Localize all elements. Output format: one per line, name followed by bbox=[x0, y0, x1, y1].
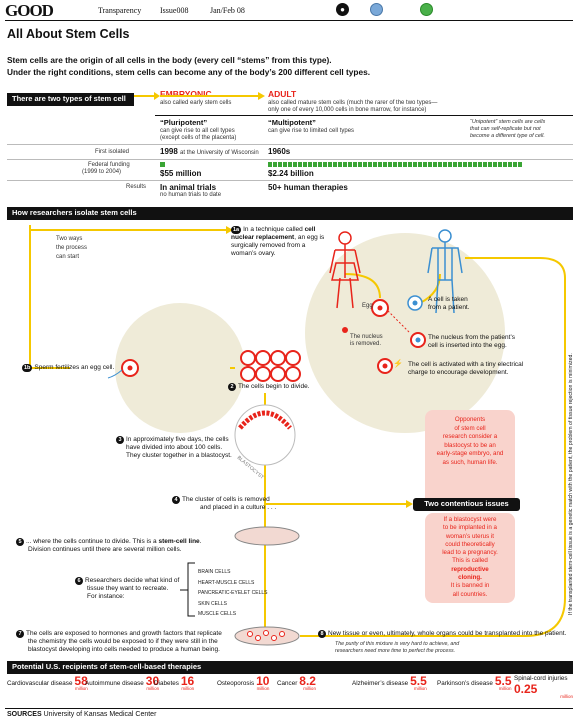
intro-line-1: Stem cells are the origin of all cells i… bbox=[7, 55, 332, 65]
step-7: 7 The cells are exposed to hormones and g… bbox=[16, 630, 222, 654]
funding-embryonic: $55 million bbox=[160, 169, 202, 178]
issue-label: Issue008 bbox=[160, 6, 189, 15]
recipient-name: Osteoporosis bbox=[217, 680, 255, 687]
nucleus-removed: The nucleus is removed. bbox=[350, 334, 383, 347]
two-ways: Two ways the process can start bbox=[56, 236, 88, 260]
recipient-unit: million bbox=[303, 685, 316, 691]
intro-line-2: Under the right conditions, stem cells c… bbox=[7, 67, 371, 77]
unipotent-d1: “Unipotent” stem cells are cells bbox=[470, 119, 546, 125]
date-label: Jan/Feb 08 bbox=[210, 6, 245, 15]
contentious-label: Two contentious issues bbox=[413, 498, 520, 511]
recipient-item: Cancer 8.2 million bbox=[277, 674, 316, 691]
recipient-value: 8.2 bbox=[299, 674, 316, 688]
step-4: 4 The cluster of cells is removed and pla… bbox=[172, 496, 276, 512]
tissue-list: BRAIN CELLS HEART-MUSCLE CELLS PANCREATIC-… bbox=[198, 569, 268, 618]
cell-taken: A cell is taken from a patient. bbox=[428, 296, 470, 311]
recipient-unit: million bbox=[414, 685, 427, 691]
recipient-name: Autoimmune disease bbox=[85, 680, 144, 687]
results-embryonic-note: no human trials to date bbox=[160, 192, 222, 198]
process-diagram: ⚡ BLASTOCYST bbox=[29, 225, 566, 646]
recipient-name: Cardiovascular disease bbox=[7, 680, 73, 687]
first-isolated-embryonic: 1998 at the University of Wisconsin bbox=[160, 147, 259, 156]
row-first-isolated-label: First isolated bbox=[95, 149, 130, 155]
section-label: Transparency bbox=[98, 6, 142, 15]
recipient-value: 10 bbox=[256, 674, 270, 688]
recipients-list: Cardiovascular disease 58 million Autoimmu… bbox=[7, 674, 573, 699]
types-bar: There are two types of stem cell bbox=[7, 93, 134, 106]
recipient-unit: million bbox=[75, 685, 88, 691]
unipotent-d2: that can self-replicate but not bbox=[470, 126, 541, 132]
step-1a: 1a In a technique called cell nuclear rep… bbox=[231, 226, 325, 257]
recipient-item: Cardiovascular disease 58 million bbox=[7, 674, 88, 691]
pluripotent-d2: (except cells of the placenta) bbox=[160, 135, 237, 141]
recipient-name: Diabetes bbox=[154, 680, 179, 687]
embryonic-label: EMBRYONIC bbox=[160, 89, 212, 99]
logo: GOOD bbox=[5, 1, 54, 20]
nucleus-inserted: The nucleus from the patient’s cell is in… bbox=[428, 334, 515, 349]
results-adult: 50+ human therapies bbox=[268, 183, 348, 192]
funding-adult: $2.24 billion bbox=[268, 169, 314, 178]
step-6: 6 Researchers decide what kind of tissue … bbox=[75, 577, 179, 601]
recipient-item: Osteoporosis 10 million bbox=[217, 674, 270, 691]
recipient-name: Spinal-cord injuries bbox=[514, 675, 568, 682]
svg-text:⚡: ⚡ bbox=[393, 358, 403, 368]
egg-label: Egg bbox=[362, 303, 373, 309]
recipient-unit: million bbox=[498, 685, 512, 691]
pluripotent-d1: can give rise to all cell types bbox=[160, 128, 235, 134]
recipient-unit: million bbox=[560, 693, 573, 699]
adult-label: ADULT bbox=[268, 89, 297, 99]
recipient-item: Parkinson’s disease 5.5 million bbox=[437, 674, 512, 691]
multipotent-d1: can give rise to limited cell types bbox=[268, 128, 355, 134]
recipient-unit: million bbox=[181, 685, 195, 691]
results-embryonic: In animal trials bbox=[160, 183, 217, 192]
recipient-item: Autoimmune disease 30 million bbox=[85, 674, 160, 691]
recipient-unit: million bbox=[146, 685, 160, 691]
recipient-name: Alzheimer’s disease bbox=[352, 680, 409, 687]
sources: SOURCES University of Kansas Medical Cen… bbox=[7, 711, 157, 718]
step-1b: 1b Sperm fertilizes an egg cell. bbox=[22, 364, 115, 372]
first-isolated-adult: 1960s bbox=[268, 147, 291, 156]
recipient-value: 0.25 bbox=[514, 682, 538, 697]
side-note: If the transplanted stem-cell tissue is … bbox=[568, 353, 574, 615]
contentious-issue-1: Opponents of stem cell research consider a… bbox=[425, 410, 515, 506]
type-arrows bbox=[134, 92, 265, 100]
funding-adult-bar bbox=[268, 162, 522, 167]
recipient-item: Alzheimer’s disease 5.5 million bbox=[352, 674, 427, 691]
row-funding-label-1: Federal funding bbox=[88, 162, 130, 168]
adult-sub-1: also called mature stem cells (much the … bbox=[268, 100, 438, 106]
flame-icon: ● bbox=[336, 3, 349, 16]
step-2: 2 The cells begin to divide. bbox=[228, 383, 310, 391]
funding-embryonic-bar bbox=[160, 162, 165, 167]
recipient-name: Parkinson’s disease bbox=[437, 680, 493, 687]
recipient-value: 30 bbox=[145, 674, 160, 688]
recipient-name: Cancer bbox=[277, 680, 298, 687]
cell-activated: The cell is activated with a tiny electr… bbox=[408, 361, 524, 376]
embryonic-sub: also called early stem cells bbox=[160, 100, 232, 106]
adult-sub-2: only one of every 10,000 cells in bone m… bbox=[268, 107, 427, 113]
row-results-label: Results bbox=[126, 184, 147, 190]
step-3: 3 In approximately five days, the cells h… bbox=[116, 436, 232, 460]
globe-icon bbox=[370, 3, 383, 16]
recipient-value: 58 bbox=[74, 674, 88, 688]
multipotent-label: “Multipotent” bbox=[268, 118, 316, 127]
row-funding-label-2: (1999 to 2004) bbox=[82, 169, 122, 175]
process-bar: How researchers isolate stem cells bbox=[7, 207, 573, 220]
step-8-note: The purity of this mixture is very hard … bbox=[335, 641, 460, 654]
recipient-value: 16 bbox=[180, 674, 195, 688]
recipients-bar: Potential U.S. recipients of stem-cell-b… bbox=[7, 661, 573, 674]
pluripotent-label: “Pluripotent” bbox=[160, 118, 208, 127]
step-8: 8 New tissue or even, ultimately, whole o… bbox=[318, 630, 566, 638]
page-title: All About Stem Cells bbox=[7, 27, 130, 41]
recipient-item: Diabetes 16 million bbox=[154, 674, 195, 691]
contentious-issue-2: If a blastocyst were to be implanted in a… bbox=[425, 513, 515, 603]
unipotent-d3: become a different type of cell. bbox=[470, 133, 545, 139]
recipient-unit: million bbox=[256, 685, 270, 691]
recycle-icon bbox=[420, 3, 433, 16]
recipient-item: Spinal-cord injuries 0.25 million bbox=[514, 675, 573, 699]
step-5: 5... where the cells continue to divide.… bbox=[16, 538, 201, 554]
recipient-value: 5.5 bbox=[410, 674, 427, 688]
recipient-value: 5.5 bbox=[494, 674, 512, 688]
